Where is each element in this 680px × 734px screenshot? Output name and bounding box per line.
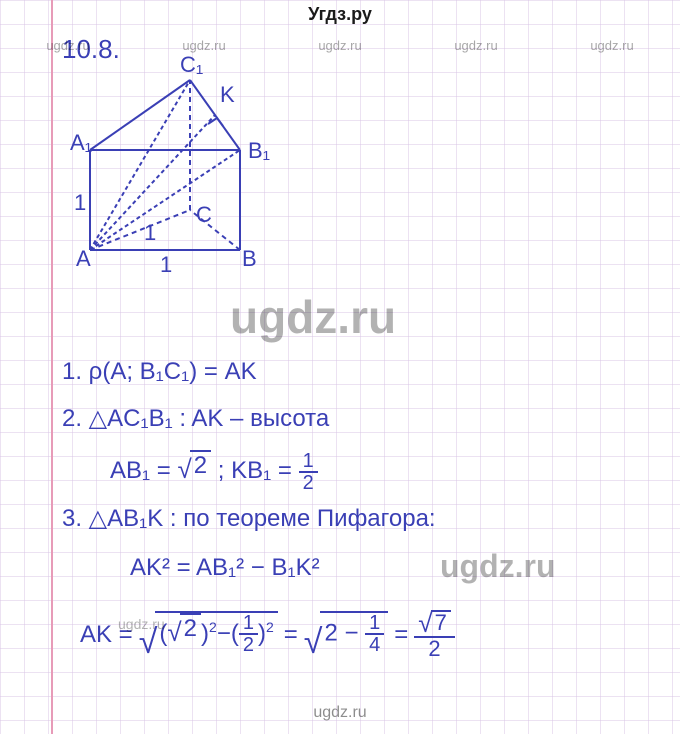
step-1: 1. ρ(A; B₁C₁) = AK — [62, 358, 257, 386]
sqrt-2: √2 — [177, 450, 211, 482]
vertex-label-A1: A₁ — [70, 130, 92, 155]
final-answer: √7 2 — [414, 610, 455, 660]
handwritten-content: 10.8. — [0, 0, 680, 734]
edge-label-1b: 1 — [74, 190, 86, 215]
step-2b: AB₁ = √2 ; KB₁ = 1 2 — [110, 450, 318, 493]
step-1-rhs: AK — [225, 358, 257, 385]
step-2: 2. △AC₁B₁ : AK – высота — [62, 404, 329, 433]
step-2b-ab1: AB₁ = — [110, 457, 177, 484]
step-3b: AK² = AB₁² − B₁K² — [130, 554, 320, 582]
step-4-lhs: AK = — [80, 621, 133, 649]
sqrt-expr-1: √ (√2)2−(12)2 — [139, 611, 278, 660]
step-2b-sep: ; KB₁ = — [218, 457, 299, 484]
prism-diagram: A B C A₁ B₁ C₁ K 1 1 1 — [70, 50, 330, 280]
vertex-label-K: K — [220, 82, 235, 107]
vertex-label-C: C — [196, 202, 212, 227]
site-header: Угдз.ру — [0, 4, 680, 25]
step-1-prefix: 1. ρ(A; B₁C₁) = — [62, 358, 225, 385]
edge-label-1a: 1 — [160, 252, 172, 277]
vertex-label-C1: C₁ — [180, 52, 203, 77]
watermark-footer: ugdz.ru — [0, 704, 680, 722]
vertex-label-A: A — [76, 246, 91, 271]
edge-label-1c: 1 — [144, 220, 156, 245]
step-4: AK = √ (√2)2−(12)2 = √ 2 − 14 = √7 2 — [80, 610, 455, 660]
step-3: 3. △AB₁K : по теореме Пифагора: — [62, 504, 436, 533]
vertex-label-B1: B₁ — [248, 138, 270, 163]
step-4-eq2: = — [394, 621, 408, 649]
frac-1-2: 1 2 — [299, 451, 318, 493]
sqrt-expr-2: √ 2 − 14 — [304, 611, 389, 659]
step-4-eq1: = — [284, 621, 298, 649]
vertex-label-B: B — [242, 246, 257, 271]
